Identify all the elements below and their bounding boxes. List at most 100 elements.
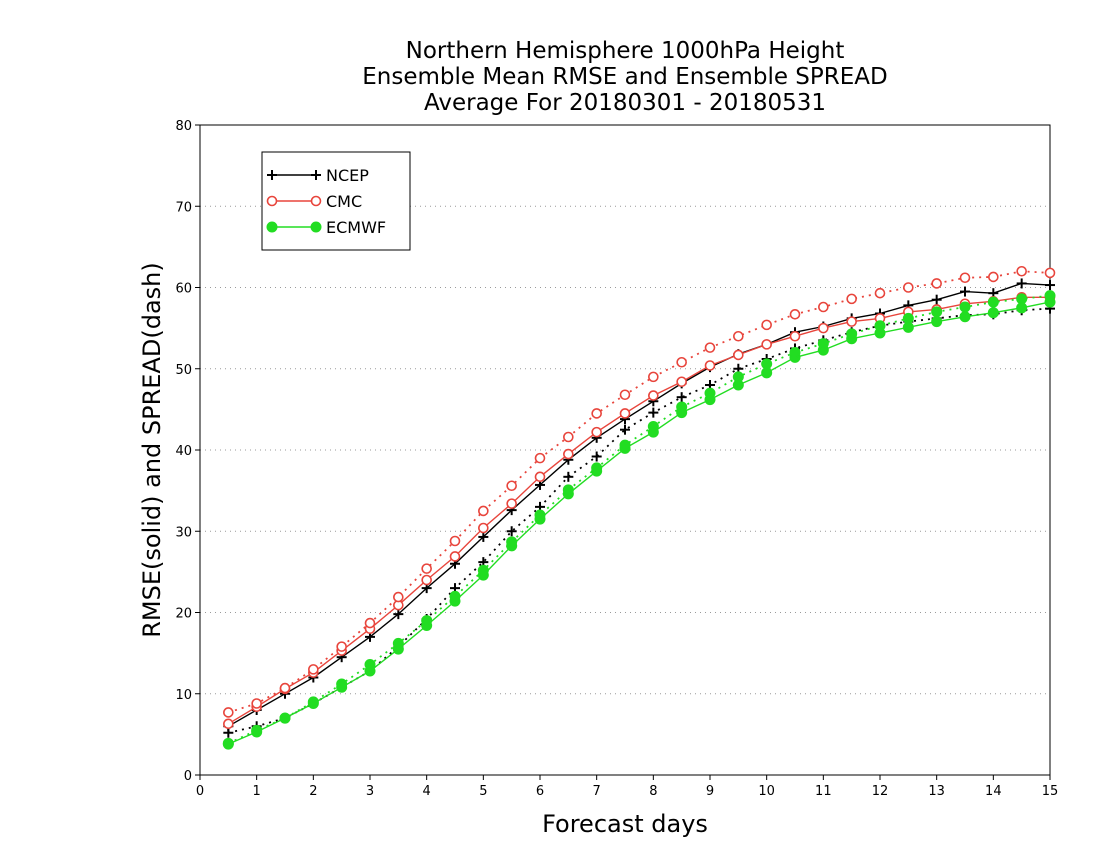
series-ncep (223, 278, 1055, 738)
chart-title-line-3: Average For 20180301 - 20180531 (423, 90, 827, 116)
point-cmc-spread-9 (478, 505, 489, 517)
chart-title-line-2: Ensemble Mean RMSE and Ensemble SPREAD (362, 64, 888, 90)
point-cmc-spread-23 (874, 287, 886, 299)
point-cmc-spread-21 (818, 301, 829, 313)
y-tick-label-60: 60 (175, 282, 192, 297)
point-cmc-rmse-21 (818, 322, 829, 334)
x-axis-label: Forecast days (542, 810, 708, 838)
point-ecmwf-spread-24 (902, 312, 914, 324)
point-cmc-spread-26 (959, 272, 971, 284)
y-tick-label-40: 40 (175, 444, 192, 459)
y-tick-label-10: 10 (175, 688, 192, 703)
x-tick-label-12: 12 (872, 784, 889, 799)
point-cmc-spread-11 (534, 452, 546, 464)
legend-marker-right-cmc (310, 195, 322, 207)
point-cmc-spread-27 (988, 271, 999, 283)
point-ecmwf-spread-29 (1044, 290, 1056, 302)
point-ecmwf-spread-19 (761, 358, 773, 370)
x-tick-label-0: 0 (196, 784, 204, 799)
point-ecmwf-spread-6 (392, 637, 404, 649)
point-ecmwf-spread-10 (506, 536, 518, 548)
line-ncep-rmse (227, 282, 1051, 727)
legend-label-ncep: NCEP (326, 166, 369, 185)
point-ecmwf-spread-3 (307, 696, 319, 708)
point-cmc-spread-22 (846, 293, 857, 305)
point-ecmwf-spread-25 (931, 306, 943, 318)
point-cmc-rmse-10 (506, 498, 517, 509)
point-ecmwf-spread-23 (874, 320, 886, 332)
point-cmc-spread-2 (279, 682, 291, 694)
y-tick-label-20: 20 (175, 607, 192, 622)
point-cmc-rmse-0 (223, 718, 234, 730)
point-cmc-spread-12 (563, 431, 574, 443)
x-tick-label-8: 8 (649, 784, 657, 799)
point-ecmwf-spread-22 (846, 328, 858, 340)
point-ecmwf-spread-11 (534, 509, 546, 521)
point-cmc-rmse-16 (676, 376, 687, 388)
point-ecmwf-spread-27 (987, 296, 999, 308)
point-cmc-spread-1 (251, 698, 262, 709)
point-cmc-spread-3 (308, 664, 319, 675)
point-cmc-rmse-15 (648, 390, 659, 401)
point-cmc-rmse-11 (534, 471, 546, 483)
point-ncep-spread-16 (676, 392, 687, 403)
point-cmc-spread-16 (676, 356, 687, 368)
point-cmc-rmse-9 (478, 522, 489, 534)
chart-title-line-1: Northern Hemisphere 1000hPa Height (405, 38, 845, 64)
point-cmc-spread-5 (364, 617, 376, 629)
point-cmc-spread-4 (336, 641, 347, 652)
point-cmc-rmse-7 (421, 574, 432, 586)
x-tick-label-2: 2 (309, 784, 317, 799)
point-ecmwf-spread-8 (449, 590, 461, 602)
point-ecmwf-spread-0 (222, 737, 234, 749)
x-tick-label-10: 10 (758, 784, 775, 799)
point-ncep-spread-13 (591, 451, 602, 462)
legend-label-ecmwf: ECMWF (326, 218, 386, 237)
point-cmc-spread-6 (393, 591, 404, 603)
point-cmc-spread-28 (1016, 265, 1027, 277)
x-tick-label-13: 13 (928, 784, 945, 799)
point-ecmwf-spread-28 (1016, 293, 1028, 305)
x-tick-label-4: 4 (423, 784, 431, 799)
legend-item-cmc: CMC (266, 192, 362, 211)
point-cmc-rmse-14 (619, 408, 631, 419)
legend-marker-right-ncep (311, 170, 321, 180)
point-ecmwf-rmse-26 (959, 311, 971, 323)
point-cmc-rmse-22 (846, 316, 857, 327)
point-ncep-rmse-28 (1016, 278, 1027, 289)
point-cmc-spread-25 (931, 278, 942, 289)
point-cmc-spread-19 (761, 319, 772, 331)
series-layer (222, 265, 1056, 750)
line-ncep-spread (228, 307, 1051, 734)
point-cmc-rmse-20 (789, 330, 801, 342)
legend-item-ecmwf: ECMWF (266, 218, 386, 237)
point-cmc-spread-13 (591, 408, 602, 419)
point-cmc-spread-29 (1044, 267, 1056, 279)
point-ecmwf-spread-15 (647, 420, 659, 432)
point-ecmwf-spread-14 (619, 439, 631, 451)
point-ecmwf-spread-20 (789, 347, 801, 358)
line-cmc-rmse (227, 296, 1050, 725)
point-cmc-spread-14 (619, 389, 631, 401)
point-cmc-spread-20 (789, 309, 801, 320)
legend-label-cmc: CMC (326, 192, 362, 211)
y-tick-label-70: 70 (175, 200, 192, 215)
y-axis-label: RMSE(solid) and SPREAD(dash) (138, 262, 166, 638)
point-ecmwf-spread-17 (704, 387, 716, 399)
line-ecmwf-spread (227, 294, 1051, 745)
x-tick-label-14: 14 (985, 784, 1002, 799)
legend: NCEP CMC ECMWF (261, 151, 411, 251)
point-ecmwf-rmse-25 (931, 316, 943, 328)
point-cmc-spread-15 (648, 371, 659, 383)
legend-item-ncep: NCEP (267, 166, 369, 185)
legend-marker-left-ncep (267, 170, 277, 180)
line-ecmwf-rmse (228, 301, 1051, 745)
point-ncep-rmse-25 (931, 294, 942, 305)
legend-marker-left-cmc (266, 195, 278, 207)
point-cmc-spread-18 (733, 330, 744, 342)
point-ncep-rmse-26 (960, 286, 970, 297)
point-ecmwf-spread-4 (336, 678, 348, 690)
point-ecmwf-spread-9 (477, 564, 489, 576)
point-ncep-rmse-6 (393, 609, 404, 620)
